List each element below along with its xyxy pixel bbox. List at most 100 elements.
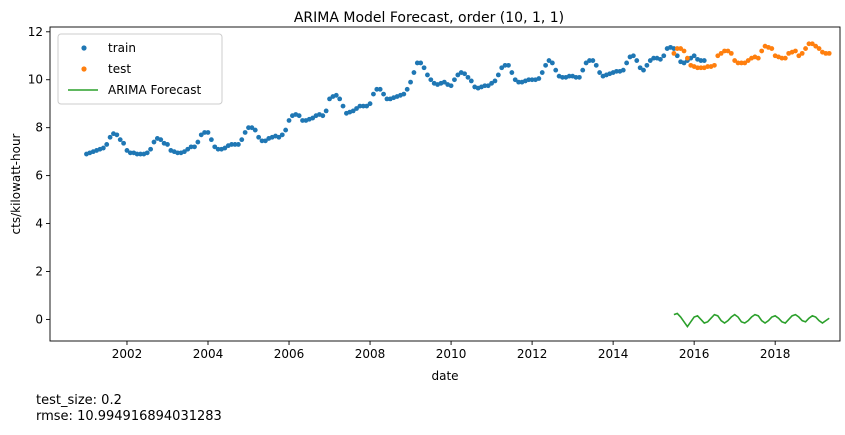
point-train — [681, 60, 687, 66]
point-test — [728, 50, 734, 56]
point-train — [576, 74, 582, 80]
point-test — [759, 48, 765, 54]
plot-frame — [49, 26, 841, 342]
legend-box — [57, 33, 223, 105]
point-train — [641, 67, 646, 73]
x-tick-label: 2010 — [436, 347, 467, 361]
x-axis-label: date — [431, 369, 458, 383]
series-layer — [84, 41, 832, 329]
chart-title: ARIMA Model Forecast, order (10, 1, 1) — [294, 10, 564, 26]
point-train — [357, 103, 363, 109]
point-train — [138, 151, 143, 157]
point-train — [512, 77, 518, 83]
point-train — [465, 74, 471, 80]
point-train — [337, 96, 343, 102]
point-train — [421, 65, 427, 71]
point-test — [681, 48, 687, 54]
point-train — [181, 149, 187, 155]
point-test — [769, 46, 775, 51]
point-train — [327, 96, 332, 102]
point-train — [671, 46, 677, 51]
point-test — [803, 46, 808, 51]
point-test — [745, 58, 751, 63]
point-train — [452, 77, 457, 83]
x-tick-label: 2012 — [517, 347, 548, 361]
x-tick-label: 2018 — [760, 347, 791, 361]
point-train — [614, 68, 619, 74]
legend-label-forecast: ARIMA Forecast — [108, 83, 202, 97]
point-train — [573, 74, 579, 80]
legend-label-train: train — [108, 41, 136, 55]
point-test — [782, 55, 788, 61]
test-size-note: test_size: 0.2 — [36, 393, 122, 408]
point-train — [374, 86, 380, 92]
point-train — [529, 77, 535, 83]
point-train — [526, 77, 532, 83]
point-train — [468, 78, 474, 84]
point-train — [235, 142, 241, 147]
point-train — [509, 70, 515, 75]
point-train — [198, 132, 204, 138]
point-train — [350, 108, 356, 114]
y-axis-label: cts/kilowatt-hour — [9, 133, 23, 234]
point-train — [354, 106, 359, 111]
point-train — [543, 62, 549, 68]
point-train — [401, 91, 407, 97]
point-test — [793, 48, 798, 54]
point-train — [232, 142, 238, 147]
point-test — [816, 46, 822, 51]
point-train — [300, 118, 305, 123]
point-train — [566, 73, 572, 79]
point-train — [448, 83, 454, 89]
point-train — [249, 125, 255, 131]
point-train — [175, 150, 181, 156]
y-tick-label: 0 — [35, 312, 43, 326]
x-tick-label: 2014 — [598, 347, 629, 361]
point-train — [425, 72, 430, 78]
y-tick-label: 12 — [28, 25, 43, 39]
x-tick-label: 2006 — [274, 347, 305, 361]
point-train — [691, 53, 697, 59]
point-test — [732, 58, 738, 63]
legend: train test ARIMA Forecast — [57, 33, 223, 105]
point-train — [644, 62, 650, 68]
point-train — [455, 72, 461, 78]
point-train — [428, 77, 434, 83]
x-tick-label: 2016 — [679, 347, 710, 361]
point-train — [158, 137, 164, 143]
point-train — [536, 76, 542, 81]
point-test — [698, 65, 704, 71]
point-train — [310, 115, 316, 121]
point-train — [283, 127, 289, 133]
point-test — [809, 41, 815, 47]
point-train — [657, 56, 663, 62]
point-train — [624, 60, 630, 66]
point-train — [698, 58, 704, 63]
point-test — [806, 41, 812, 47]
point-train — [414, 60, 420, 66]
point-train — [587, 58, 592, 63]
legend-label-test: test — [108, 62, 131, 76]
y-axis: 0 2 4 6 8 10 12 — [28, 25, 50, 326]
point-test — [685, 55, 690, 61]
y-tick-label: 4 — [35, 217, 43, 231]
point-train — [104, 142, 110, 147]
legend-marker-train — [81, 45, 87, 51]
point-train — [367, 101, 373, 107]
point-train — [124, 148, 130, 153]
point-train — [188, 144, 194, 150]
point-train — [593, 62, 599, 68]
point-train — [259, 138, 265, 144]
point-test — [678, 46, 684, 51]
legend-marker-test — [81, 66, 87, 72]
point-train — [296, 113, 302, 119]
point-train — [418, 60, 424, 66]
point-train — [701, 58, 707, 63]
point-test — [755, 55, 761, 61]
point-train — [485, 83, 491, 89]
point-train — [151, 139, 157, 145]
point-train — [323, 108, 329, 114]
point-train — [553, 67, 559, 73]
point-train — [597, 70, 603, 75]
point-train — [381, 91, 386, 97]
